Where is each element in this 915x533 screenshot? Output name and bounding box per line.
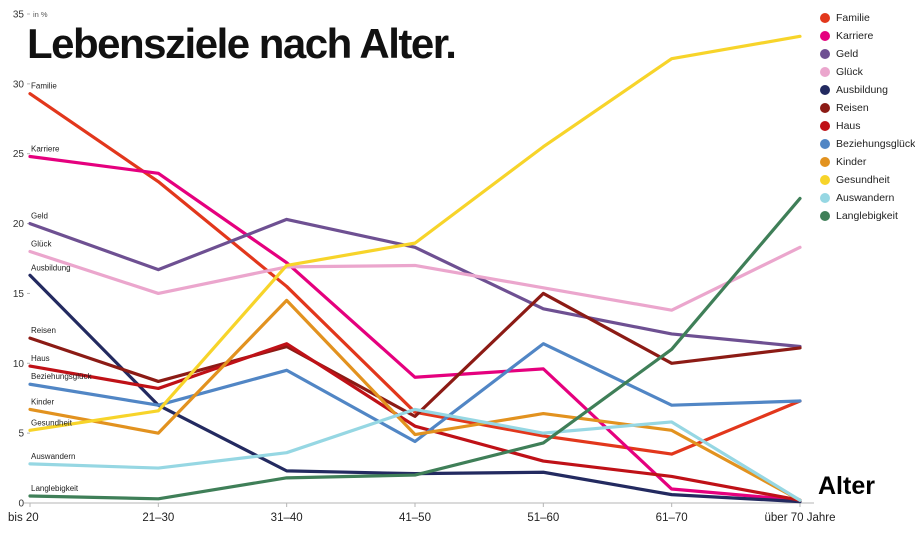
- series-start-label-glueck: Glück: [31, 240, 52, 249]
- legend-label-ausbildung: Ausbildung: [836, 84, 888, 96]
- legend-item-gesundheit: Gesundheit: [820, 174, 915, 186]
- legend-dot-beziehungsglueck: [820, 139, 830, 149]
- legend-dot-glueck: [820, 67, 830, 77]
- series-line-haus: [28, 342, 802, 502]
- legend-label-langlebigkeit: Langlebigkeit: [836, 210, 898, 222]
- legend-dot-ausbildung: [820, 85, 830, 95]
- chart-title: Lebensziele nach Alter.: [27, 20, 457, 67]
- legend-item-auswandern: Auswandern: [820, 192, 915, 204]
- legend-item-kinder: Kinder: [820, 156, 915, 168]
- series-start-label-karriere: Karriere: [31, 145, 60, 154]
- y-tick-label: 15: [13, 289, 25, 300]
- series-start-label-familie: Familie: [31, 82, 57, 91]
- legend-label-kinder: Kinder: [836, 156, 867, 168]
- legend-dot-langlebigkeit: [820, 211, 830, 221]
- y-tick-label: 35: [13, 10, 25, 21]
- x-tick-label-bis: bis 20: [8, 512, 39, 524]
- series-start-label-reisen: Reisen: [31, 326, 56, 335]
- legend-label-glueck: Glück: [836, 66, 863, 78]
- series-line-familie: [28, 92, 802, 456]
- series-start-label-geld: Geld: [31, 212, 48, 221]
- legend-item-reisen: Reisen: [820, 102, 915, 114]
- legend-item-haus: Haus: [820, 120, 915, 132]
- series-line-karriere: [28, 154, 802, 502]
- x-tick-label-: 61–70: [656, 512, 688, 524]
- series-line-gesundheit: [28, 34, 802, 432]
- legend-item-karriere: Karriere: [820, 30, 915, 42]
- legend-item-familie: Familie: [820, 12, 915, 24]
- legend-item-geld: Geld: [820, 48, 915, 60]
- legend-label-beziehungsglueck: Beziehungsglück: [836, 138, 915, 150]
- legend-item-ausbildung: Ausbildung: [820, 84, 915, 96]
- legend-dot-gesundheit: [820, 175, 830, 185]
- legend-item-beziehungsglueck: Beziehungsglück: [820, 138, 915, 150]
- x-tick-label-: 51–60: [527, 512, 559, 524]
- legend-item-glueck: Glück: [820, 66, 915, 78]
- y-tick-label: 30: [13, 79, 25, 90]
- legend-dot-auswandern: [820, 193, 830, 203]
- legend-dot-karriere: [820, 31, 830, 41]
- legend-label-karriere: Karriere: [836, 30, 874, 42]
- legend-label-reisen: Reisen: [836, 102, 869, 114]
- legend-dot-kinder: [820, 157, 830, 167]
- legend-dot-haus: [820, 121, 830, 131]
- series-line-beziehungsglueck: [28, 342, 802, 444]
- legend-dot-reisen: [820, 103, 830, 113]
- y-tick-label: 5: [18, 429, 24, 440]
- legend-label-geld: Geld: [836, 48, 859, 60]
- series-start-label-haus: Haus: [31, 354, 50, 363]
- series-line-auswandern: [28, 407, 802, 502]
- y-tick-label: 0: [18, 499, 24, 510]
- series-line-geld: [28, 217, 802, 349]
- series-start-label-ausbildung: Ausbildung: [31, 263, 71, 272]
- series-start-label-beziehungsglueck: Beziehungsglück: [31, 372, 92, 381]
- x-axis-title: Alter: [818, 472, 875, 500]
- legend-label-haus: Haus: [836, 120, 861, 132]
- legend: Familie Karriere Geld Glück Ausbildung Reisen…: [820, 12, 915, 222]
- legend-dot-geld: [820, 49, 830, 59]
- series-line-kinder: [28, 298, 802, 502]
- series-line-reisen: [28, 291, 802, 418]
- series-line-glueck: [28, 245, 802, 312]
- x-tick-label-ueberjahre: über 70 Jahre: [765, 512, 836, 524]
- series-start-label-kinder: Kinder: [31, 397, 54, 406]
- series-start-label-langlebigkeit: Langlebigkeit: [31, 484, 79, 493]
- legend-label-gesundheit: Gesundheit: [836, 174, 890, 186]
- series-line-langlebigkeit: [28, 196, 802, 501]
- legend-dot-familie: [820, 13, 830, 23]
- legend-item-langlebigkeit: Langlebigkeit: [820, 210, 915, 222]
- y-tick-label: 25: [13, 149, 25, 160]
- x-tick-label-: 21–30: [142, 512, 174, 524]
- series-start-label-gesundheit: Gesundheit: [31, 418, 73, 427]
- series-start-label-auswandern: Auswandern: [31, 452, 75, 461]
- x-tick-label-: 31–40: [271, 512, 303, 524]
- legend-label-familie: Familie: [836, 12, 870, 24]
- y-tick-label: 20: [13, 219, 25, 230]
- y-axis-unit: in %: [33, 10, 48, 19]
- y-tick-label: 10: [13, 359, 25, 370]
- x-tick-label-: 41–50: [399, 512, 431, 524]
- legend-label-auswandern: Auswandern: [836, 192, 895, 204]
